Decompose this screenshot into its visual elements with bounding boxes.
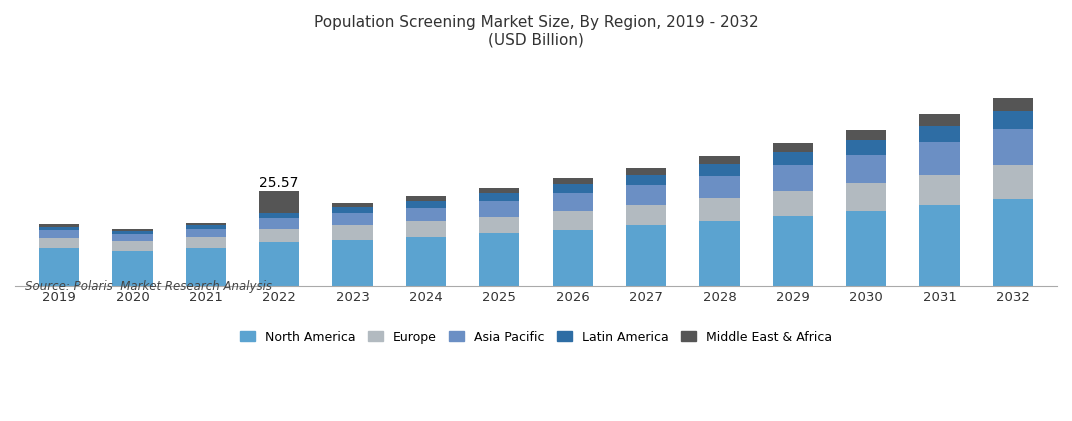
Bar — [185, 237, 226, 248]
Bar — [259, 229, 299, 242]
Bar — [332, 207, 373, 213]
Bar — [699, 198, 740, 221]
Bar — [479, 188, 520, 193]
Bar — [773, 143, 813, 152]
Bar — [993, 111, 1033, 129]
Bar — [846, 140, 887, 155]
Bar — [185, 248, 226, 286]
Bar — [626, 226, 667, 286]
Bar — [259, 213, 299, 218]
Bar — [552, 184, 593, 193]
Bar — [920, 126, 959, 142]
Bar — [39, 226, 79, 229]
Bar — [773, 191, 813, 216]
Text: 25.57: 25.57 — [259, 176, 299, 190]
Bar — [405, 196, 446, 201]
Bar — [405, 201, 446, 208]
Bar — [113, 241, 152, 251]
Bar — [920, 205, 959, 286]
Bar — [405, 237, 446, 286]
Bar — [259, 218, 299, 229]
Bar — [699, 164, 740, 176]
Bar — [39, 224, 79, 226]
Bar — [993, 98, 1033, 111]
Bar — [113, 229, 152, 231]
Bar — [773, 165, 813, 191]
Bar — [699, 156, 740, 164]
Bar — [993, 200, 1033, 286]
Bar — [626, 205, 667, 226]
Bar — [479, 201, 520, 216]
Bar — [113, 231, 152, 234]
Bar — [846, 130, 887, 140]
Bar — [699, 221, 740, 286]
Bar — [626, 175, 667, 185]
Bar — [259, 242, 299, 286]
Bar — [920, 114, 959, 126]
Bar — [846, 155, 887, 183]
Bar — [405, 208, 446, 221]
Title: Population Screening Market Size, By Region, 2019 - 2032
(USD Billion): Population Screening Market Size, By Reg… — [314, 15, 758, 48]
Bar — [773, 216, 813, 286]
Bar — [39, 229, 79, 238]
Bar — [39, 248, 79, 286]
Bar — [993, 165, 1033, 200]
Text: Source: Polaris  Market Research Analysis: Source: Polaris Market Research Analysis — [26, 280, 272, 293]
Bar — [626, 185, 667, 205]
Bar — [113, 234, 152, 241]
Bar — [552, 229, 593, 286]
Bar — [626, 168, 667, 175]
Bar — [479, 193, 520, 201]
Bar — [185, 229, 226, 237]
Bar — [185, 226, 226, 229]
Bar — [259, 191, 299, 213]
Bar — [332, 213, 373, 226]
Bar — [479, 233, 520, 286]
Bar — [552, 193, 593, 211]
Bar — [993, 129, 1033, 165]
Bar — [332, 240, 373, 286]
Bar — [552, 178, 593, 184]
Bar — [479, 216, 520, 233]
Bar — [846, 183, 887, 211]
Bar — [920, 142, 959, 175]
Bar — [920, 175, 959, 205]
Bar — [405, 221, 446, 237]
Bar — [39, 238, 79, 248]
Bar — [332, 226, 373, 240]
Bar — [699, 176, 740, 198]
Bar — [185, 223, 226, 226]
Bar — [113, 251, 152, 286]
Bar — [552, 211, 593, 229]
Legend: North America, Europe, Asia Pacific, Latin America, Middle East & Africa: North America, Europe, Asia Pacific, Lat… — [235, 325, 837, 349]
Bar — [773, 152, 813, 165]
Bar — [846, 211, 887, 286]
Bar — [332, 203, 373, 207]
